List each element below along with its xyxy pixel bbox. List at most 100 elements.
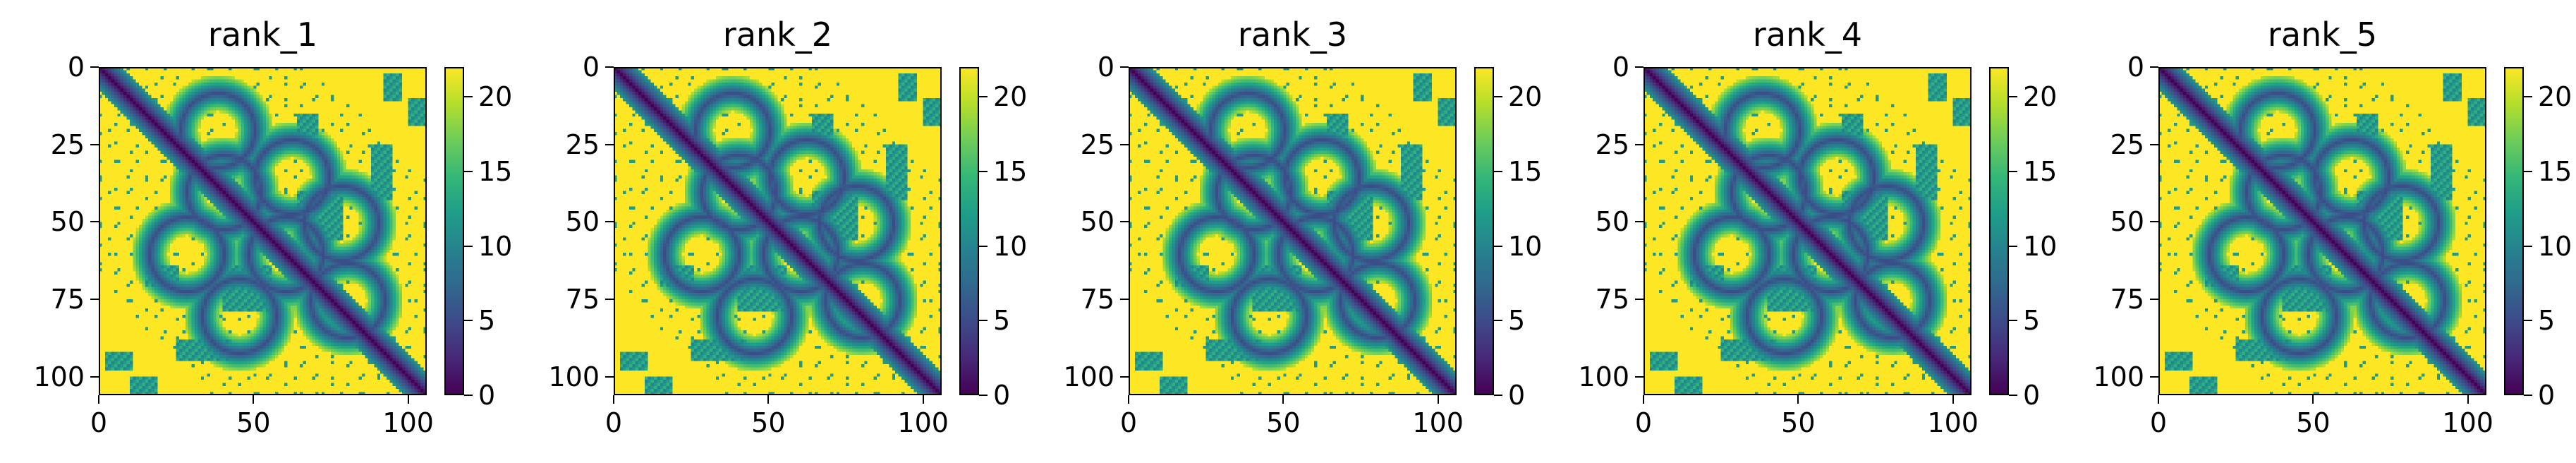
y-tick-label: 50 [565,206,600,238]
y-tick-label: 75 [1595,284,1629,315]
x-tick [407,395,409,404]
colorbar [1474,67,1494,395]
colorbar-tick-label: 15 [1508,155,1543,187]
colorbar-frame [959,67,979,395]
heatmap-panel: rank_4 0 25 50 75 100 0 50 100 0 5 10 15 20 [1545,0,2060,463]
x-tick [922,395,924,404]
colorbar-tick [1494,96,1502,98]
colorbar-tick-label: 0 [478,380,496,411]
x-tick [1128,395,1129,404]
x-tick-label: 100 [1927,407,1979,438]
y-tick [1635,143,1644,145]
y-tick-label: 50 [2110,206,2144,238]
colorbar-tick [1494,395,1502,396]
colorbar [959,67,979,395]
colorbar-tick [2009,170,2017,172]
x-tick [1282,395,1284,404]
x-tick-label: 0 [1634,407,1653,438]
y-tick-label: 0 [67,52,85,83]
x-tick-label: 0 [90,407,108,438]
colorbar-tick [464,96,473,98]
y-tick [90,375,99,378]
y-tick [605,299,614,300]
y-tick [90,66,99,68]
x-tick [2467,395,2469,404]
colorbar-tick [2524,170,2532,172]
x-tick-label: 100 [1412,407,1464,438]
y-tick [605,143,614,145]
colorbar-tick-label: 15 [2023,155,2058,187]
colorbar-frame [444,67,464,395]
y-tick [2150,221,2158,223]
y-tick [90,143,99,145]
x-tick [98,395,99,404]
colorbar [1989,67,2009,395]
heatmap-panel: rank_1 0 25 50 75 100 0 50 100 0 5 10 15 20 [0,0,515,463]
colorbar-tick-label: 20 [478,81,513,113]
x-tick-label: 100 [2442,407,2493,438]
y-tick-label: 25 [2110,128,2144,160]
y-tick-label: 25 [565,128,600,160]
colorbar-frame [1474,67,1494,395]
colorbar-tick-label: 10 [1508,230,1543,262]
y-tick-label: 50 [50,206,85,238]
y-tick [2150,375,2158,378]
y-tick-label: 0 [2127,52,2144,83]
colorbar-tick-label: 15 [2538,155,2572,187]
y-tick-label: 25 [50,128,85,160]
y-tick [1635,375,1644,378]
x-tick [767,395,770,404]
plot-frame [1129,67,1457,395]
y-tick-label: 100 [2093,361,2144,392]
y-tick-label: 75 [2110,284,2144,315]
panel-title: rank_5 [2267,16,2378,54]
y-tick [90,221,99,223]
colorbar-tick-label: 0 [2023,380,2041,411]
colorbar-tick-label: 5 [1508,305,1526,337]
panel-title: rank_4 [1752,16,1863,54]
colorbar [2504,67,2524,395]
y-tick [2150,66,2158,68]
colorbar-tick [979,245,988,247]
heatmap-image [2158,67,2486,395]
colorbar-tick [1494,245,1502,247]
colorbar-tick [979,170,988,172]
colorbar-tick-label: 0 [2538,380,2556,411]
y-tick-label: 0 [582,52,600,83]
colorbar-tick-label: 10 [993,230,1028,262]
y-tick [1120,221,1129,223]
x-tick [1797,395,1799,404]
y-tick-label: 100 [1578,361,1629,392]
colorbar-frame [1989,67,2009,395]
y-tick-label: 25 [1080,128,1114,160]
colorbar-tick-label: 5 [2538,305,2556,337]
colorbar-tick [1494,320,1502,322]
y-tick-label: 0 [1097,52,1114,83]
colorbar-tick [2009,96,2017,98]
y-tick [1120,66,1129,68]
y-tick-label: 75 [565,284,600,315]
x-tick-label: 50 [1781,407,1816,438]
colorbar-tick [2524,245,2532,247]
colorbar-tick [2524,96,2532,98]
y-tick [1635,299,1644,300]
x-tick [2312,395,2314,404]
colorbar-tick [2524,320,2532,322]
colorbar-tick-label: 15 [993,155,1028,187]
x-tick-label: 50 [1266,407,1301,438]
y-tick [2150,299,2158,300]
colorbar-tick-label: 0 [1508,380,1526,411]
colorbar-tick [464,170,473,172]
y-tick [605,375,614,378]
x-tick-label: 100 [382,407,434,438]
colorbar-tick [2009,320,2017,322]
y-tick [1120,375,1129,378]
colorbar-frame [2504,67,2524,395]
y-tick-label: 0 [1612,52,1629,83]
x-tick [613,395,614,404]
x-tick-label: 50 [751,407,786,438]
colorbar-tick-label: 10 [2023,230,2058,262]
y-tick-label: 50 [1080,206,1114,238]
plot-frame [1644,67,1972,395]
